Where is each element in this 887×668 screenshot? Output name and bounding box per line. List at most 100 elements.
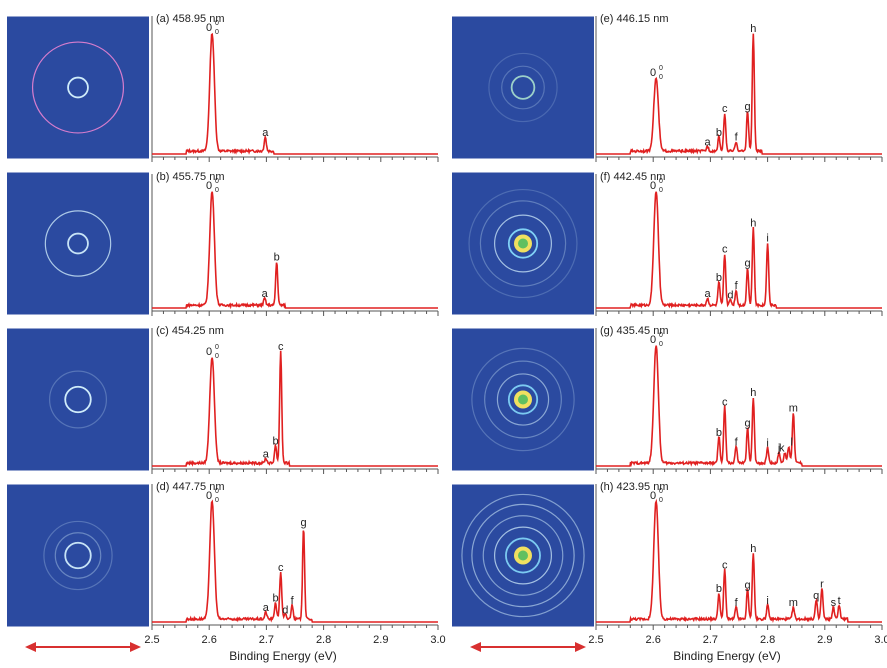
panel-title: (h) 423.95 nm	[600, 481, 668, 493]
peak-label: a	[704, 288, 711, 300]
peak-label-sub: 0	[659, 341, 663, 348]
x-tick-label: 2.8	[316, 634, 331, 646]
x-tick-label: 2.5	[588, 634, 603, 646]
image-background	[7, 328, 149, 471]
panel-title: (d) 447.75 nm	[156, 481, 224, 493]
x-tick-label: 3.0	[430, 634, 445, 646]
peak-label: h	[750, 23, 756, 35]
peak-label: g	[745, 580, 751, 592]
peak-label: f	[735, 597, 739, 609]
peak-label: r	[820, 578, 824, 590]
image-ring	[44, 210, 112, 277]
image-ring	[507, 384, 539, 415]
image-ring	[31, 41, 125, 134]
x-tick-label: 3.0	[874, 634, 887, 646]
panel-title: (e) 446.15 nm	[600, 13, 668, 25]
x-tick-label: 2.7	[259, 634, 274, 646]
photo-image-b	[7, 172, 149, 315]
image-ring	[468, 188, 578, 299]
panel-title: (a) 458.95 nm	[156, 13, 224, 25]
peak-label-sup: 0	[215, 488, 219, 495]
image-ring	[461, 493, 585, 618]
peak-label-sup: 0	[215, 178, 219, 185]
peak-label: k	[779, 442, 785, 454]
x-tick-label: 2.9	[373, 634, 388, 646]
peak-label: f	[735, 280, 739, 292]
spectrum-line	[152, 350, 438, 467]
peak-label: q	[813, 590, 819, 602]
peak-label-sup: 0	[659, 65, 663, 72]
spectrum-line	[152, 191, 438, 310]
scale-arrow-head-left	[470, 642, 481, 652]
image-ring	[510, 75, 536, 100]
peak-label: f	[735, 132, 739, 144]
peak-label: d	[727, 289, 733, 301]
panel-title: (f) 442.45 nm	[600, 171, 665, 183]
peak-label-sup: 0	[659, 488, 663, 495]
peak-label: m	[789, 402, 798, 414]
spectrum-line	[596, 33, 882, 155]
peak-label: c	[722, 396, 728, 408]
peak-label: j	[777, 442, 780, 454]
image-ring	[488, 52, 558, 123]
image-ring	[48, 370, 107, 429]
peak-label: b	[274, 252, 280, 264]
spectrum-line	[152, 32, 438, 155]
image-ring	[43, 520, 113, 591]
panel-title: (g) 435.45 nm	[600, 325, 668, 337]
peak-label: c	[278, 341, 284, 353]
image-ring	[471, 503, 575, 608]
scale-arrow-head-left	[25, 642, 36, 652]
image-ring	[54, 532, 102, 579]
peak-label: g	[745, 418, 751, 430]
peak-label: i	[766, 595, 768, 607]
image-ring	[67, 232, 89, 255]
panel-title: (c) 454.25 nm	[156, 325, 224, 337]
peak-label: s	[831, 597, 837, 609]
x-tick-label: 2.9	[817, 634, 832, 646]
image-ring	[501, 65, 545, 110]
peak-label: i	[766, 438, 768, 450]
peak-label: b	[716, 427, 722, 439]
scale-arrow-head-right	[130, 642, 141, 652]
photo-image-a	[7, 16, 149, 159]
peak-label: c	[278, 562, 284, 574]
peak-label: b	[716, 272, 722, 284]
peak-label-sub: 0	[215, 353, 219, 360]
peak-label-sup: 0	[215, 20, 219, 27]
image-ring	[484, 360, 562, 439]
peak-label: b	[716, 583, 722, 595]
peak-label-sub: 0	[215, 187, 219, 194]
x-axis-label: Binding Energy (eV)	[229, 649, 336, 663]
photo-image-e	[452, 16, 594, 159]
x-tick-label: 2.6	[646, 634, 661, 646]
scale-arrow-head-right	[575, 642, 586, 652]
spectrum-line	[596, 498, 882, 623]
peak-label-sub: 0	[659, 497, 663, 504]
image-background	[452, 16, 594, 159]
peak-label-sub: 0	[215, 497, 219, 504]
peak-label-sup: 0	[659, 332, 663, 339]
peak-label: b	[272, 435, 278, 447]
peak-label: c	[722, 103, 728, 115]
peak-label: h	[750, 543, 756, 555]
image-background	[7, 484, 149, 627]
peak-label: h	[750, 217, 756, 229]
peak-label: 0	[650, 180, 656, 192]
peak-label: g	[745, 257, 751, 269]
image-ring	[67, 76, 89, 99]
peak-label: t	[838, 595, 841, 607]
photo-image-c	[7, 328, 149, 471]
spectrum-line	[596, 191, 882, 309]
image-core	[518, 394, 528, 405]
peak-label: 0	[650, 490, 656, 502]
image-ring	[479, 200, 567, 287]
peak-label: 0	[650, 67, 656, 79]
x-tick-label: 2.5	[144, 634, 159, 646]
image-background	[7, 172, 149, 315]
photo-image-d	[7, 484, 149, 627]
peak-label: d	[282, 604, 288, 616]
image-ring	[64, 385, 92, 414]
peak-label: i	[766, 232, 768, 244]
photo-image-g	[452, 328, 594, 471]
